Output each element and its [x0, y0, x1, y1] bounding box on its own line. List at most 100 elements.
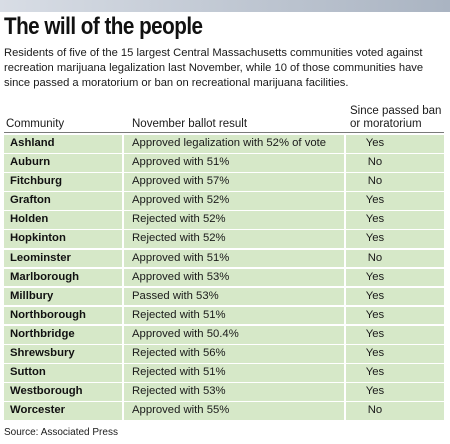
column-divider	[344, 135, 346, 153]
cell-community: Fitchburg	[10, 175, 63, 188]
cell-since-passed: No	[367, 251, 383, 264]
table-row: Leominster Approved with 51% No	[4, 249, 444, 268]
column-divider	[344, 345, 346, 363]
cell-ballot-result: Approved with 51%	[132, 251, 230, 264]
table-row: Marlborough Approved with 53% Yes	[4, 268, 444, 287]
cell-since-passed: No	[367, 175, 383, 188]
column-divider	[122, 135, 124, 153]
cell-ballot-result: Approved legalization with 52% of vote	[132, 137, 327, 149]
column-divider	[122, 306, 124, 325]
cell-since-passed: Yes	[365, 213, 385, 226]
column-divider	[344, 287, 346, 306]
cell-ballot-result: Rejected with 51%	[132, 308, 226, 321]
column-divider	[344, 306, 346, 325]
cell-since-passed: Yes	[365, 385, 385, 398]
table-row: Grafton Approved with 52% Yes	[4, 192, 444, 210]
column-divider	[344, 211, 346, 229]
cell-community: Auburn	[10, 156, 51, 169]
cell-community: Hopkinton	[10, 232, 66, 245]
cell-since-passed: Yes	[365, 289, 385, 302]
column-divider	[344, 249, 346, 268]
source-note: Source: Associated Press	[4, 427, 118, 438]
column-divider	[344, 383, 346, 401]
cell-since-passed: Yes	[365, 366, 385, 379]
cell-ballot-result: Approved with 57%	[132, 175, 230, 188]
cell-since-passed: Yes	[365, 308, 385, 321]
column-divider	[344, 230, 346, 249]
column-divider	[122, 230, 124, 249]
column-header-community: Community	[6, 118, 65, 130]
column-divider	[344, 325, 346, 344]
table-row: Hopkinton Rejected with 52% Yes	[4, 230, 444, 249]
column-divider	[122, 364, 124, 382]
cell-community: Shrewsbury	[10, 347, 75, 360]
cell-community: Sutton	[10, 366, 46, 379]
column-divider	[122, 287, 124, 306]
column-divider	[122, 325, 124, 344]
table-row: Millbury Passed with 53% Yes	[4, 287, 444, 306]
cell-ballot-result: Rejected with 51%	[132, 366, 226, 379]
cell-ballot-result: Rejected with 56%	[132, 347, 226, 360]
cell-ballot-result: Approved with 55%	[132, 404, 230, 417]
page-title: The will of the people	[4, 13, 203, 40]
column-divider	[122, 192, 124, 210]
column-divider	[122, 402, 124, 420]
subtitle: Residents of five of the 15 largest Cent…	[4, 47, 424, 89]
column-divider	[344, 268, 346, 287]
column-divider	[122, 154, 124, 172]
header-bar	[0, 0, 450, 12]
cell-community: Grafton	[10, 194, 51, 207]
cell-community: Holden	[10, 213, 49, 226]
table-row: Sutton Rejected with 51% Yes	[4, 364, 444, 382]
column-header-since-line2: or moratorium	[350, 118, 422, 130]
table-row: Holden Rejected with 52% Yes	[4, 211, 444, 229]
cell-community: Northborough	[10, 308, 86, 321]
column-divider	[122, 268, 124, 287]
cell-since-passed: Yes	[365, 270, 385, 283]
column-header-result: November ballot result	[132, 118, 248, 130]
column-divider	[122, 211, 124, 229]
cell-since-passed: Yes	[365, 232, 385, 245]
column-divider	[122, 173, 124, 191]
table-row: Auburn Approved with 51% No	[4, 154, 444, 172]
column-divider	[344, 402, 346, 420]
cell-community: Millbury	[10, 289, 54, 302]
cell-since-passed: No	[367, 156, 383, 169]
cell-community: Ashland	[10, 137, 55, 149]
cell-community: Marlborough	[10, 270, 80, 283]
cell-ballot-result: Approved with 52%	[132, 194, 230, 207]
cell-ballot-result: Approved with 51%	[132, 156, 230, 169]
cell-ballot-result: Rejected with 52%	[132, 232, 226, 245]
cell-since-passed: Yes	[365, 347, 385, 360]
table-body: Ashland Approved legalization with 52% of…	[4, 135, 444, 420]
cell-since-passed: Yes	[365, 137, 385, 149]
table-row: Worcester Approved with 55% No	[4, 402, 444, 420]
cell-community: Leominster	[10, 251, 71, 264]
table-row: Northborough Rejected with 51% Yes	[4, 306, 444, 325]
table-row: Ashland Approved legalization with 52% of…	[4, 135, 444, 153]
cell-ballot-result: Approved with 53%	[132, 270, 230, 283]
table-row: Westborough Rejected with 53% Yes	[4, 383, 444, 401]
cell-since-passed: Yes	[365, 194, 385, 207]
column-divider	[344, 364, 346, 382]
column-header-since-line1: Since passed ban	[350, 105, 442, 117]
cell-ballot-result: Approved with 50.4%	[132, 327, 239, 340]
table-row: Fitchburg Approved with 57% No	[4, 173, 444, 191]
results-table: Community November ballot result Since p…	[4, 104, 444, 421]
cell-since-passed: No	[367, 404, 383, 417]
table-row: Shrewsbury Rejected with 56% Yes	[4, 345, 444, 363]
column-header-since: Since passed ban or moratorium	[350, 105, 444, 131]
table-row: Northbridge Approved with 50.4% Yes	[4, 325, 444, 344]
cell-community: Westborough	[10, 385, 83, 398]
column-divider	[344, 154, 346, 172]
column-divider	[122, 345, 124, 363]
cell-community: Northbridge	[10, 327, 75, 340]
cell-ballot-result: Rejected with 52%	[132, 213, 226, 226]
cell-community: Worcester	[10, 404, 66, 417]
cell-ballot-result: Rejected with 53%	[132, 385, 226, 398]
column-divider	[122, 249, 124, 268]
table-header: Community November ballot result Since p…	[4, 104, 444, 133]
column-divider	[344, 192, 346, 210]
cell-since-passed: Yes	[365, 327, 385, 340]
cell-ballot-result: Passed with 53%	[132, 289, 219, 302]
